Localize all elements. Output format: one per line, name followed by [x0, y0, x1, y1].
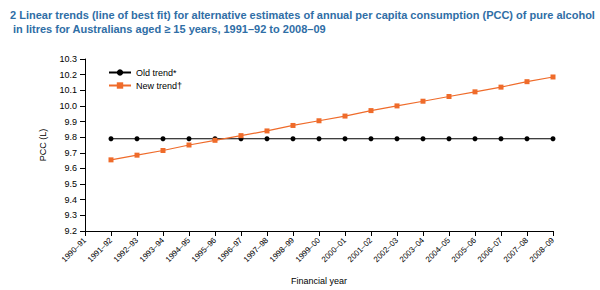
svg-text:9.5: 9.5 [64, 179, 77, 189]
svg-text:2 Linear trends (line of best: 2 Linear trends (line of best fit) for a… [10, 9, 595, 21]
svg-text:9.3: 9.3 [64, 210, 77, 220]
svg-text:Financial year: Financial year [291, 276, 347, 286]
svg-text:10.2: 10.2 [59, 70, 77, 80]
svg-text:2004–05: 2004–05 [424, 235, 453, 264]
svg-text:2008–09: 2008–09 [528, 235, 557, 264]
svg-text:2003–04: 2003–04 [398, 235, 427, 264]
svg-text:9.4: 9.4 [64, 195, 77, 205]
svg-text:9.7: 9.7 [64, 148, 77, 158]
svg-text:in litres for Australians aged: in litres for Australians aged ≥ 15 year… [10, 23, 326, 35]
svg-text:2006–07: 2006–07 [476, 235, 505, 264]
svg-text:1994–95: 1994–95 [164, 235, 193, 264]
svg-text:PCC (L): PCC (L) [38, 129, 48, 162]
svg-text:2007–08: 2007–08 [502, 235, 531, 264]
svg-text:9.2: 9.2 [64, 226, 77, 236]
svg-text:1995–96: 1995–96 [190, 235, 219, 264]
svg-text:10.0: 10.0 [59, 101, 77, 111]
svg-text:10.3: 10.3 [59, 54, 77, 64]
svg-text:Old trend*: Old trend* [136, 68, 177, 78]
svg-text:9.6: 9.6 [64, 163, 77, 173]
svg-text:New trend†: New trend† [136, 81, 182, 91]
svg-text:9.8: 9.8 [64, 132, 77, 142]
svg-text:1999–00: 1999–00 [294, 235, 323, 264]
svg-text:2005–06: 2005–06 [450, 235, 479, 264]
svg-text:10.1: 10.1 [59, 85, 77, 95]
svg-text:1996–97: 1996–97 [216, 235, 245, 264]
svg-text:1997–98: 1997–98 [242, 235, 271, 264]
svg-text:1998–99: 1998–99 [268, 235, 297, 264]
svg-text:1993–94: 1993–94 [138, 235, 167, 264]
svg-text:2000–01: 2000–01 [320, 235, 349, 264]
svg-text:2002–03: 2002–03 [372, 235, 401, 264]
svg-text:2001–02: 2001–02 [346, 235, 375, 264]
svg-text:1992–93: 1992–93 [112, 235, 141, 264]
svg-text:1990–91: 1990–91 [60, 235, 89, 264]
svg-text:9.9: 9.9 [64, 117, 77, 127]
svg-text:1991–92: 1991–92 [86, 235, 115, 264]
